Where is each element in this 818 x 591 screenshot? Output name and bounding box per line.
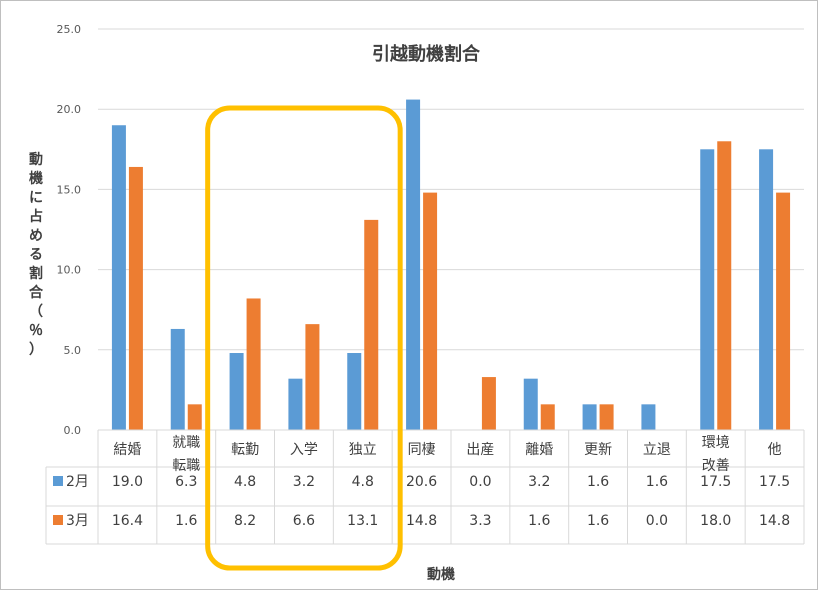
data-value-cell: 13.1 [347,513,378,529]
data-value-cell: 17.5 [759,474,790,490]
bar-series2 [776,192,791,430]
category-label: 同棲 [408,442,436,458]
legend-swatch-series2 [53,515,63,525]
y-axis-label-char: 割 [29,265,43,282]
category-label: 立退 [643,442,671,458]
bar-series1 [170,328,185,430]
y-axis-label-char: （ [29,304,43,320]
data-value-cell: 20.6 [406,474,437,490]
data-value-cell: 0.0 [646,513,668,529]
data-value-cell: 8.2 [234,513,256,529]
bar-series1 [229,353,244,430]
category-label: 環境 [702,435,730,451]
bar-series2 [599,404,614,430]
category-label: 改善 [702,458,730,474]
bar-series1 [111,125,126,431]
y-axis-label-char: に [29,190,43,206]
category-label: 出産 [466,442,494,458]
data-value-cell: 18.0 [700,513,731,529]
data-value-cell: 1.6 [528,513,550,529]
data-value-cell: 1.6 [587,474,609,490]
bar-series2 [187,404,202,430]
y-axis-label-char: ％ [29,323,43,339]
data-value-cell: 3.3 [469,513,491,529]
y-tick-label: 10.0 [57,264,82,277]
data-value-cell: 19.0 [112,474,143,490]
category-label: 離婚 [525,441,553,458]
highlight-box [205,105,403,571]
bar-series1 [406,99,421,431]
y-tick-label: 15.0 [57,183,82,196]
data-value-cell: 4.8 [234,474,256,490]
data-value-cell: 16.4 [112,513,143,529]
bar-series1 [582,404,597,430]
bar-series1 [523,378,538,430]
bar-series1 [700,149,715,431]
y-tick-label: 0.0 [64,424,82,437]
y-axis-label-char: 占 [29,208,43,225]
data-value-cell: 1.6 [587,513,609,529]
category-label: 他 [768,442,782,458]
legend-swatch-series1 [53,476,63,486]
category-label: 転勤 [231,442,259,458]
x-axis-label: 動機 [427,566,455,583]
bar-series2 [246,298,261,430]
bar-series2 [717,141,732,430]
y-axis-label-char: 機 [29,170,43,187]
legend-label: 2月 [66,474,89,490]
data-value-cell: 4.8 [352,474,374,490]
bar-series1 [288,378,303,430]
bar-series1 [347,353,362,430]
y-axis-label-char: 合 [29,284,44,301]
bar-series2 [364,219,379,430]
bar-series2 [540,404,555,430]
bar-series1 [641,404,656,430]
data-value-cell: 3.2 [293,474,315,490]
category-label: 入学 [290,442,318,458]
y-axis-label-char: る [29,247,43,263]
category-label: 就職 [172,435,200,451]
y-axis-label-char: 動 [29,151,43,168]
category-label: 結婚 [113,442,141,458]
data-value-cell: 14.8 [759,513,790,529]
data-value-cell: 0.0 [469,474,491,490]
category-label: 転職 [172,458,200,474]
data-value-cell: 17.5 [700,474,731,490]
category-label: 更新 [584,442,612,458]
data-value-cell: 14.8 [406,513,437,529]
data-value-cell: 6.6 [293,513,315,529]
y-axis-label-char: ） [29,342,43,358]
bar-series1 [759,149,774,431]
y-axis-label-char: め [29,228,43,244]
y-tick-label: 25.0 [57,23,82,36]
bar-series2 [423,192,438,430]
bar-series2 [128,166,143,430]
y-tick-label: 5.0 [64,344,82,357]
y-tick-label: 20.0 [57,103,82,116]
category-label: 独立 [349,442,377,458]
data-value-cell: 1.6 [175,513,197,529]
legend-label: 3月 [66,513,89,529]
bar-series2 [481,377,496,430]
bar-series2 [305,324,320,430]
chart-title: 引越動機割合 [372,43,481,65]
data-value-cell: 6.3 [175,474,197,490]
data-value-cell: 1.6 [646,474,668,490]
data-value-cell: 3.2 [528,474,550,490]
